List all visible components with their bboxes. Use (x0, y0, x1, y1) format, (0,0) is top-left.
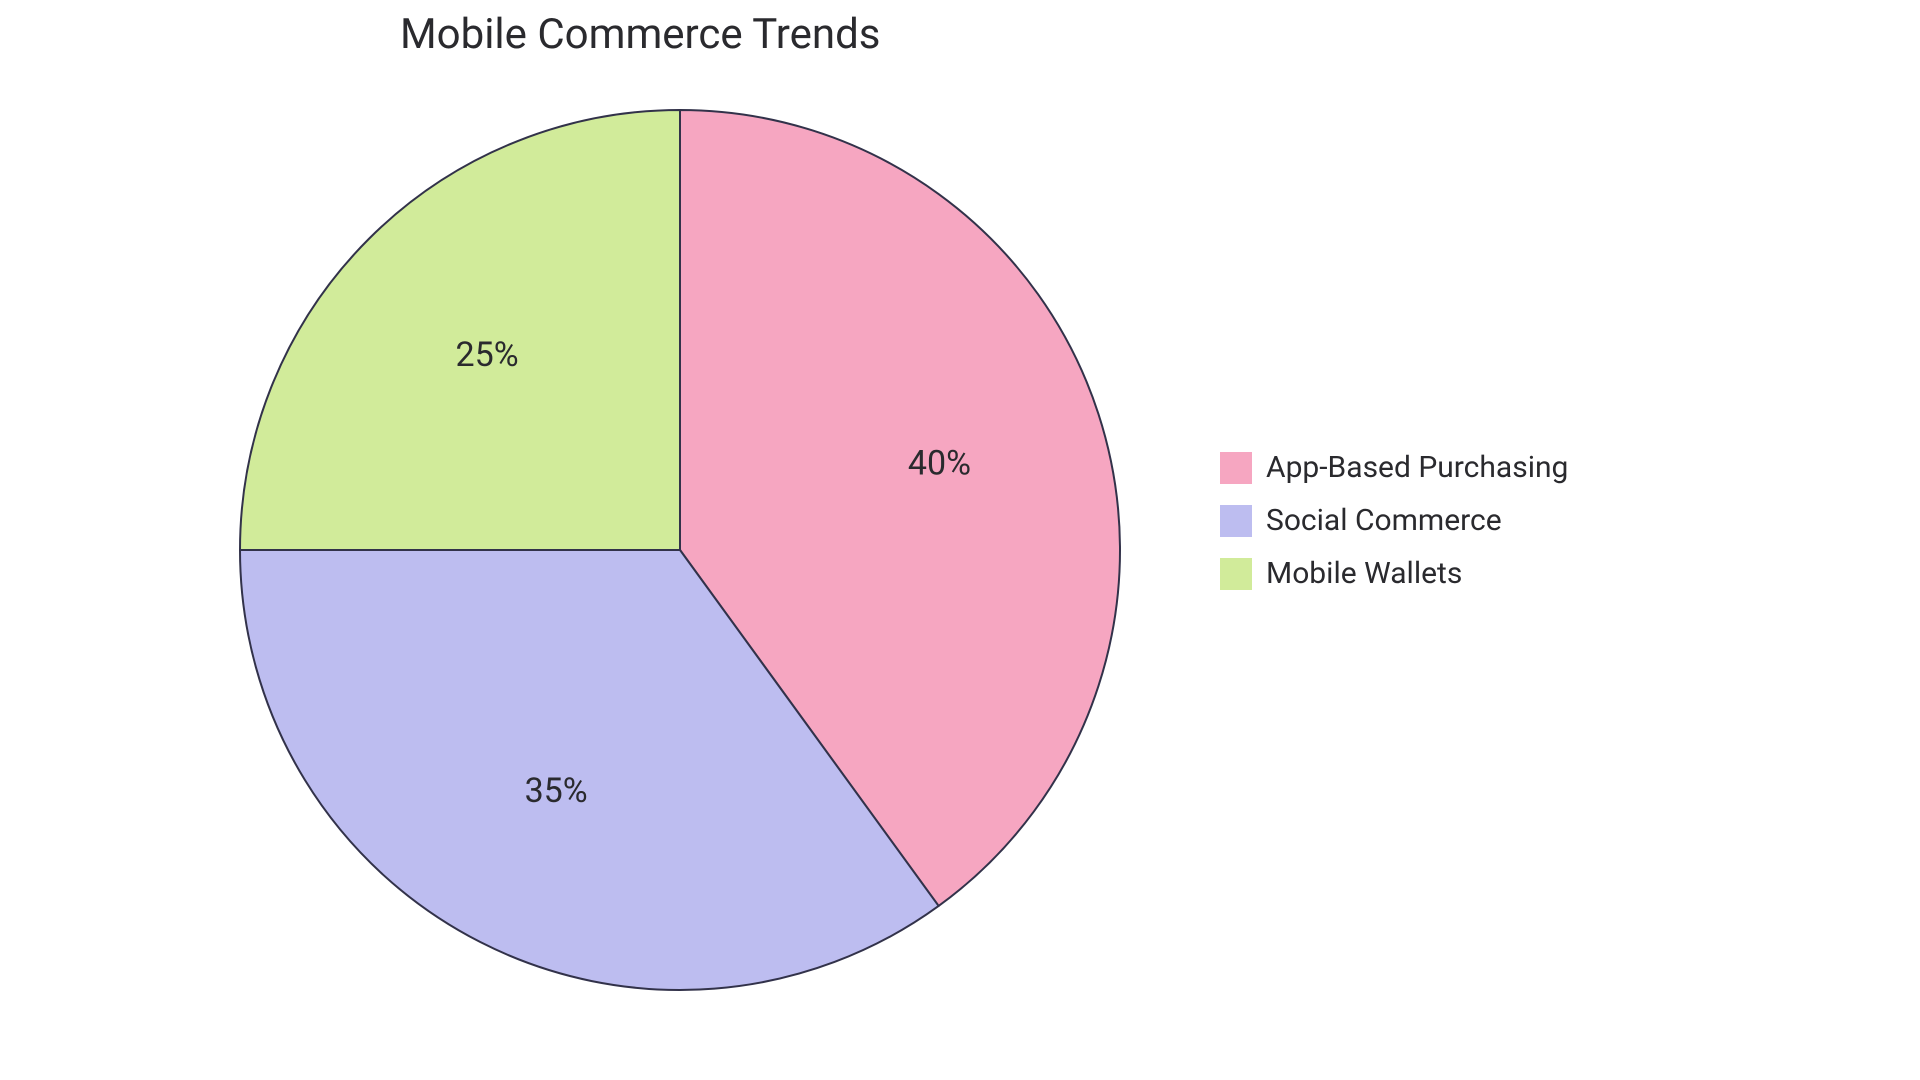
slice-percent-label: 35% (525, 771, 588, 811)
pie-slice (240, 110, 680, 550)
legend-item: Mobile Wallets (1220, 556, 1568, 591)
slice-percent-label: 25% (456, 335, 519, 375)
legend-label: Mobile Wallets (1266, 556, 1462, 591)
slice-percent-label: 40% (908, 444, 971, 484)
legend-item: App-Based Purchasing (1220, 450, 1568, 485)
legend-swatch (1220, 452, 1252, 484)
legend-label: App-Based Purchasing (1266, 450, 1568, 485)
legend-swatch (1220, 558, 1252, 590)
chart-legend: App-Based Purchasing Social Commerce Mobil… (1220, 450, 1568, 591)
chart-title: Mobile Commerce Trends (400, 10, 880, 59)
legend-label: Social Commerce (1266, 503, 1502, 538)
pie-chart-container: Mobile Commerce Trends 40% 35% 25% App-Bas… (0, 0, 1920, 1080)
pie-chart: 40% 35% 25% (210, 80, 1150, 1020)
legend-item: Social Commerce (1220, 503, 1568, 538)
legend-swatch (1220, 505, 1252, 537)
